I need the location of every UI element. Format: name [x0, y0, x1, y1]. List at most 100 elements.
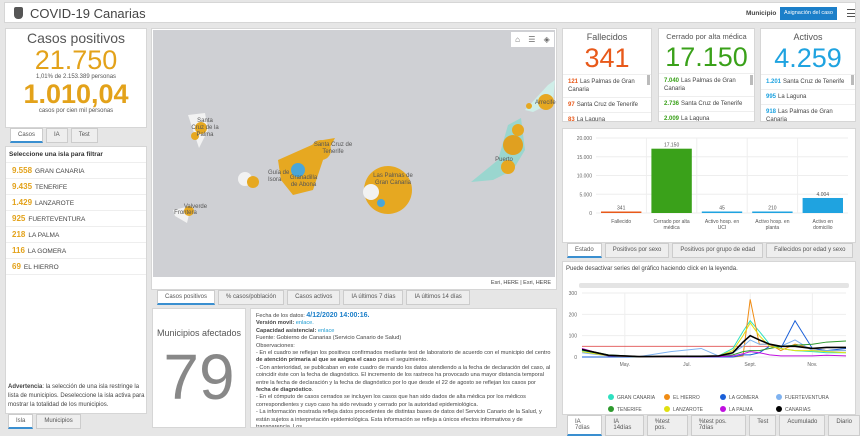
y-tick-label: 0	[574, 355, 577, 361]
tab-test[interactable]: Test	[70, 128, 98, 143]
fallecidos-title: Fallecidos	[586, 32, 628, 42]
isla-item[interactable]: 925 FUERTEVENTURA	[6, 211, 146, 227]
map-attribution: Esri, HERE | Esri, HERE	[490, 280, 551, 286]
activos-panel: Activos 4.259 1.201 Santa Cruz de Tenerif…	[760, 28, 856, 122]
x-tick-label: Sept.	[744, 362, 756, 368]
kpi-list-item[interactable]: 995 La Laguna	[761, 90, 855, 105]
home-icon[interactable]: ⌂	[515, 35, 520, 44]
list-icon[interactable]: ☰	[528, 35, 536, 44]
kpi-list-item[interactable]: 2.009 La Laguna	[659, 112, 754, 121]
tab-isla[interactable]: Isla	[8, 414, 34, 429]
island-fuerteventura[interactable]	[471, 118, 525, 182]
island-tenerife[interactable]	[278, 138, 335, 195]
casos-total: 21.750	[34, 45, 118, 75]
bar-tabs: Estado Positivos por sexo Positivos por …	[567, 243, 854, 258]
scrollbar[interactable]	[647, 75, 650, 85]
kpi-list-item[interactable]: 1.201 Santa Cruz de Tenerife	[761, 75, 855, 90]
tab-municipios[interactable]: Municipios	[36, 414, 81, 429]
map[interactable]: Santa Cruz de la Palma Santa Cruz de Ten…	[151, 28, 557, 290]
tab-positivos-edad[interactable]: Positivos por grupo de edad	[672, 243, 764, 258]
hamburger-icon[interactable]	[847, 9, 855, 17]
tab-casos[interactable]: Casos	[10, 128, 44, 143]
fallecidos-value: 341	[584, 43, 630, 73]
tab-fallecidos-edad-sexo[interactable]: Fallecidos por edad y sexo	[766, 243, 854, 258]
capacity-link[interactable]: enlace	[317, 327, 335, 334]
tab-ia-14[interactable]: IA últimos 14 días	[406, 290, 470, 305]
scrollbar[interactable]	[851, 75, 854, 85]
casos-rate: 1.010,04	[23, 79, 129, 109]
municipios-panel: Municipios afectados 79	[152, 308, 246, 428]
tab-ia[interactable]: IA	[46, 128, 68, 143]
x-tick-label: Cerrado por alta médica	[654, 219, 690, 231]
bar-data-label: 4.004	[817, 192, 830, 198]
tab-casos-activos[interactable]: Casos activos	[287, 290, 341, 305]
kpi-list-item[interactable]: 918 Las Palmas de Gran Canaria	[761, 105, 855, 121]
isla-item[interactable]: 9.558 GRAN CANARIA	[6, 163, 146, 179]
fallecidos-panel: Fallecidos 341 121 Las Palmas de Gran Can…	[562, 28, 652, 122]
casos-pct: 1,01% de 2.153.389 personas	[35, 74, 117, 80]
legend-marker	[664, 394, 670, 400]
series-line-canarias	[581, 334, 846, 358]
x-tick-label: May.	[620, 362, 630, 368]
map-label: Santa Cruz de Tenerife	[313, 142, 353, 155]
mobile-link[interactable]: enlace.	[295, 320, 314, 327]
tab-estado[interactable]: Estado	[567, 243, 602, 258]
bar-data-label: 210	[768, 206, 777, 212]
kpi-list-item[interactable]: 121 Las Palmas de Gran Canaria	[563, 75, 651, 98]
islas-heading: Seleccione una isla para filtrar	[6, 147, 146, 163]
assign-case-button[interactable]: Asignación del caso	[780, 7, 837, 20]
kpi-list-item[interactable]: 2.736 Santa Cruz de Tenerife	[659, 97, 754, 112]
x-tick-label: Activo hosp. en planta	[755, 219, 789, 231]
map-canvas[interactable]	[153, 30, 555, 277]
y-tick-label: 100	[569, 334, 578, 340]
series-line-fuerteventura	[581, 339, 846, 358]
legend-marker	[720, 406, 726, 412]
cerrado-title: Cerrado por alta médica	[666, 32, 747, 41]
isla-item[interactable]: 218 LA PALMA	[6, 227, 146, 243]
tab-positivos-sexo[interactable]: Positivos por sexo	[604, 243, 670, 258]
map-label: Las Palmas de Gran Canaria	[373, 173, 413, 186]
isla-item[interactable]: 69 EL HIERRO	[6, 259, 146, 275]
y-tick-label: 5.000	[579, 192, 592, 198]
islas-panel: Seleccione una isla para filtrar 9.558 GR…	[5, 146, 147, 414]
legend-item[interactable]: TENERIFE	[617, 407, 642, 413]
tab-test-pos-7[interactable]: %test pos. 7días	[690, 415, 747, 436]
scrollbar[interactable]	[750, 75, 753, 85]
x-tick-label: Fallecido	[611, 219, 631, 225]
bar-data-label: 17.150	[664, 143, 680, 149]
legend-item[interactable]: EL HIERRO	[673, 395, 700, 401]
bar-data-label: 45	[719, 206, 725, 212]
island-la-palma[interactable]	[188, 113, 208, 148]
map-tabs: Casos positivos % casos/población Casos …	[157, 290, 470, 305]
isla-item[interactable]: 1.429 LANZAROTE	[6, 195, 146, 211]
legend-item[interactable]: LA GOMERA	[729, 395, 759, 401]
layers-icon[interactable]: ◈	[543, 35, 550, 44]
tab-ia-7[interactable]: IA últimos 7 días	[343, 290, 404, 305]
isla-item[interactable]: 9.435 TENERIFE	[6, 179, 146, 195]
app-title: COVID-19 Canarias	[30, 6, 146, 21]
info-panel[interactable]: Fecha de los datos: 4/12/2020 14:00:16. …	[250, 308, 557, 428]
isla-item[interactable]: 116 LA GOMERA	[6, 243, 146, 259]
legend-marker	[776, 406, 782, 412]
kpi-list-item[interactable]: 97 Santa Cruz de Tenerife	[563, 98, 651, 113]
legend-item[interactable]: GRAN CANARIA	[617, 395, 656, 401]
tab-pct-casos[interactable]: % casos/población	[218, 290, 285, 305]
legend-marker	[776, 394, 782, 400]
island-gran-canaria[interactable]	[363, 166, 412, 214]
island-el-hierro[interactable]	[173, 206, 194, 223]
legend-item[interactable]: LANZAROTE	[673, 407, 704, 413]
legend-item[interactable]: LA PALMA	[729, 407, 753, 413]
legend-item[interactable]: FUERTEVENTURA	[785, 395, 829, 401]
map-label: Santa Cruz de la Palma	[191, 118, 219, 138]
y-tick-label: 15.000	[577, 155, 593, 161]
legend-item[interactable]: CANARIAS	[785, 407, 811, 413]
casos-positivos-panel: Casos positivos 21.750 1,01% de 2.153.38…	[5, 28, 147, 128]
island-lanzarote[interactable]	[525, 80, 555, 112]
kpi-list-item[interactable]: 7.040 Las Palmas de Gran Canaria	[659, 74, 754, 97]
x-tick-label: Activo hosp. en UCI	[705, 219, 739, 231]
tab-casos-positivos[interactable]: Casos positivos	[157, 290, 216, 305]
bar	[651, 148, 692, 213]
cerrado-value: 17.150	[665, 42, 748, 72]
kpi-list-item[interactable]: 83 La Laguna	[563, 113, 651, 121]
island-la-gomera[interactable]	[238, 172, 259, 188]
